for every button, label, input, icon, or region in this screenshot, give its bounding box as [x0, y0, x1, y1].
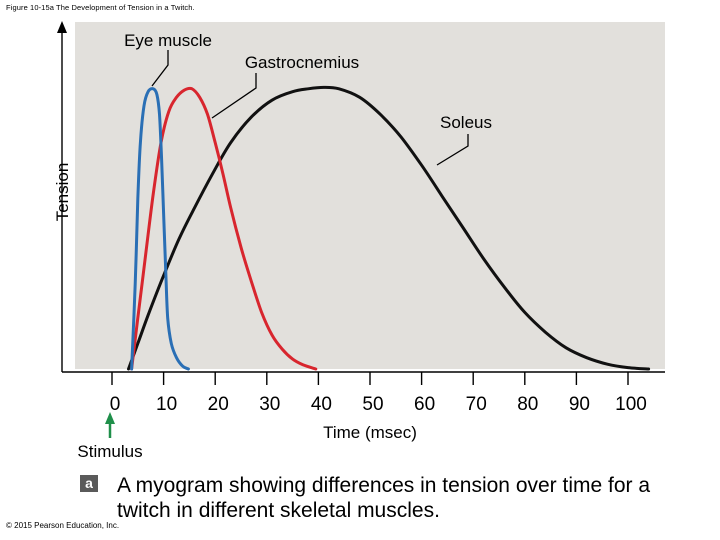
x-tick-label: 10: [156, 394, 177, 415]
panel-description: A myogram showing differences in tension…: [117, 474, 651, 522]
series-line-soleus: [127, 85, 651, 371]
plot-background: [75, 22, 665, 369]
copyright-notice: © 2015 Pearson Education, Inc.: [6, 521, 120, 530]
stimulus-arrowhead: [105, 412, 115, 424]
labels-layer: Time (msec) Tension Stimulus Eye muscle Gast…: [53, 31, 492, 461]
x-axis-label: Time (msec): [323, 423, 417, 442]
stimulus-label: Stimulus: [77, 442, 142, 461]
x-tick-label: 30: [259, 394, 280, 415]
x-axis-ticks: 0 10 20 30 40 50 60 70 80 90 100: [110, 372, 647, 415]
x-tick-label: 50: [362, 394, 383, 415]
x-tick-label: 40: [311, 394, 332, 415]
x-tick-label: 70: [466, 394, 487, 415]
x-tick-label: 20: [208, 394, 229, 415]
x-tick-label: 60: [414, 394, 435, 415]
series-layer: [127, 85, 651, 371]
x-tick-label: 90: [569, 394, 590, 415]
annotation-leader-gastrocnemius: [211, 73, 257, 119]
series-line-eye-muscle: [130, 87, 190, 371]
x-tick-label: 100: [615, 394, 647, 415]
annotation-leader-soleus: [436, 134, 469, 166]
y-axis-label: Tension: [53, 163, 72, 222]
y-axis-arrowhead: [57, 21, 67, 33]
annotation-leader-eye-muscle: [151, 50, 169, 87]
series-line-gastrocnemius: [130, 86, 318, 371]
panel-label-badge: a: [80, 475, 98, 492]
x-tick-label: 0: [110, 394, 121, 415]
x-tick-label: 80: [517, 394, 538, 415]
annotation-gastrocnemius: Gastrocnemius: [245, 53, 359, 72]
figure-caption: Figure 10-15a The Development of Tension…: [6, 3, 195, 12]
annotation-soleus: Soleus: [440, 113, 492, 132]
annotation-eye-muscle: Eye muscle: [124, 31, 212, 50]
axes: [57, 21, 665, 373]
